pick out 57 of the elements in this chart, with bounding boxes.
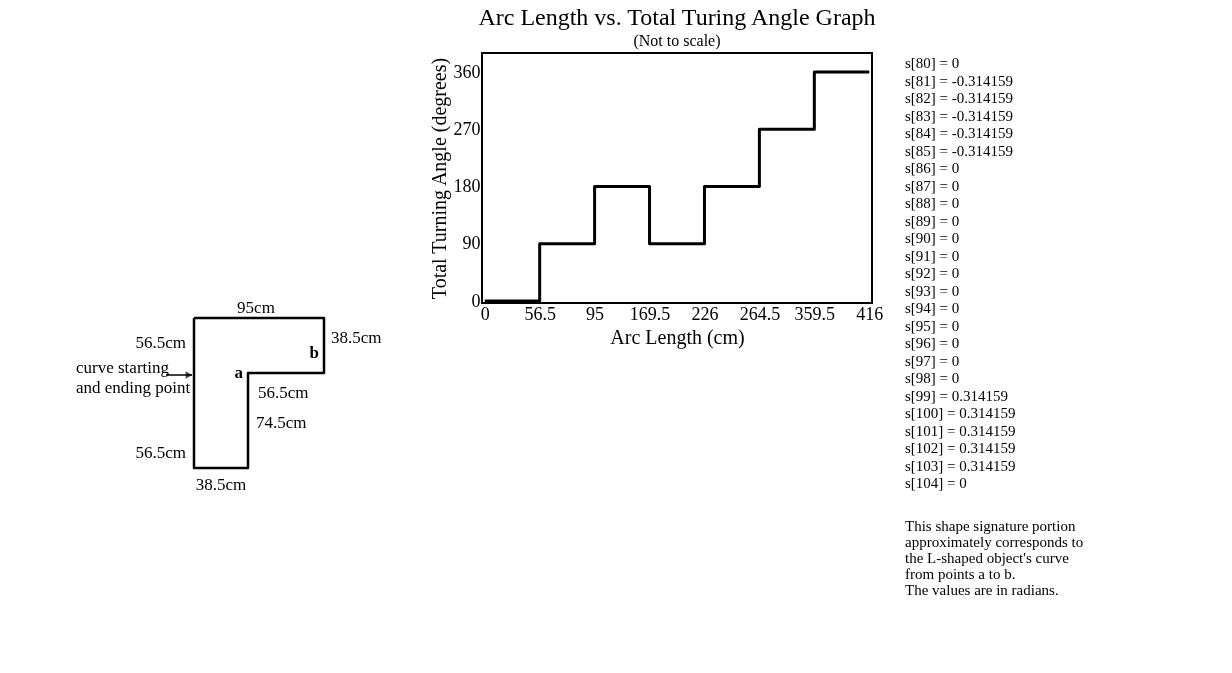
x-tick-label: 359.5 — [794, 303, 836, 324]
text: 56.5cm — [135, 333, 186, 352]
text: from points a to b. — [905, 565, 1016, 582]
text: s[83] = -0.314159 — [905, 107, 1014, 124]
text: 38.5cm — [195, 475, 247, 494]
x-tick-label: 95 — [586, 303, 605, 324]
text: s[81] = -0.314159 — [905, 72, 1014, 89]
chart-subtitle: (Not to scale) — [633, 32, 721, 50]
text: curve starting — [76, 358, 170, 377]
x-tick-label: 56.5 — [524, 303, 556, 324]
x-tick-label: 226 — [691, 303, 719, 324]
x-axis-title: Arc Length (cm) — [610, 325, 745, 349]
text: 56.5cm — [258, 383, 309, 402]
text: 95cm — [237, 298, 275, 317]
text: s[90] = 0 — [905, 230, 960, 246]
text: 56.5cm — [135, 443, 186, 462]
y-tick-label: 270 — [453, 118, 481, 139]
text: s[84] = -0.314159 — [905, 125, 1014, 141]
text: s[98] = 0 — [905, 370, 960, 386]
y-tick-label: 180 — [453, 176, 481, 197]
text: 38.5cm — [331, 328, 382, 347]
text: approximately corresponds to — [905, 533, 1084, 550]
text: s[86] = 0 — [905, 160, 960, 176]
x-tick-label: 169.5 — [629, 303, 671, 324]
text: This shape signature portion — [905, 517, 1076, 534]
text: s[82] = -0.314159 — [905, 90, 1014, 106]
text: s[91] = 0 — [905, 247, 960, 264]
y-tick-label: 0 — [471, 290, 481, 311]
y-axis-title: Total Turning Angle (degrees) — [427, 57, 451, 300]
text: b — [309, 343, 319, 362]
text: s[80] = 0 — [905, 55, 960, 71]
text: s[100] = 0.314159 — [905, 405, 1016, 421]
text: s[89] = 0 — [905, 212, 960, 229]
text: s[93] = 0 — [905, 282, 960, 299]
text: and ending point — [76, 378, 191, 397]
y-tick-label: 360 — [453, 61, 481, 82]
text: s[101] = 0.314159 — [905, 422, 1016, 439]
text: s[104] = 0 — [905, 475, 967, 491]
y-tick-label: 90 — [462, 233, 481, 254]
chart-title: Arc Length vs. Total Turing Angle Graph — [478, 4, 876, 30]
text: the L-shaped object's curve — [905, 549, 1070, 566]
text: s[99] = 0.314159 — [905, 387, 1009, 404]
text: s[102] = 0.314159 — [905, 440, 1016, 456]
text: a — [234, 363, 244, 382]
x-tick-label: 416 — [856, 303, 884, 324]
text: s[103] = 0.314159 — [905, 457, 1016, 474]
text: s[95] = 0 — [905, 317, 960, 334]
text: The values are in radians. — [905, 581, 1059, 598]
text: s[94] = 0 — [905, 300, 960, 316]
text: s[88] = 0 — [905, 195, 960, 211]
x-tick-label: 264.5 — [739, 303, 781, 324]
text: s[85] = -0.314159 — [905, 142, 1014, 159]
text: s[87] = 0 — [905, 177, 960, 194]
text: s[92] = 0 — [905, 265, 960, 281]
text: s[96] = 0 — [905, 335, 960, 351]
text: 74.5cm — [256, 413, 307, 432]
text: s[97] = 0 — [905, 352, 960, 369]
